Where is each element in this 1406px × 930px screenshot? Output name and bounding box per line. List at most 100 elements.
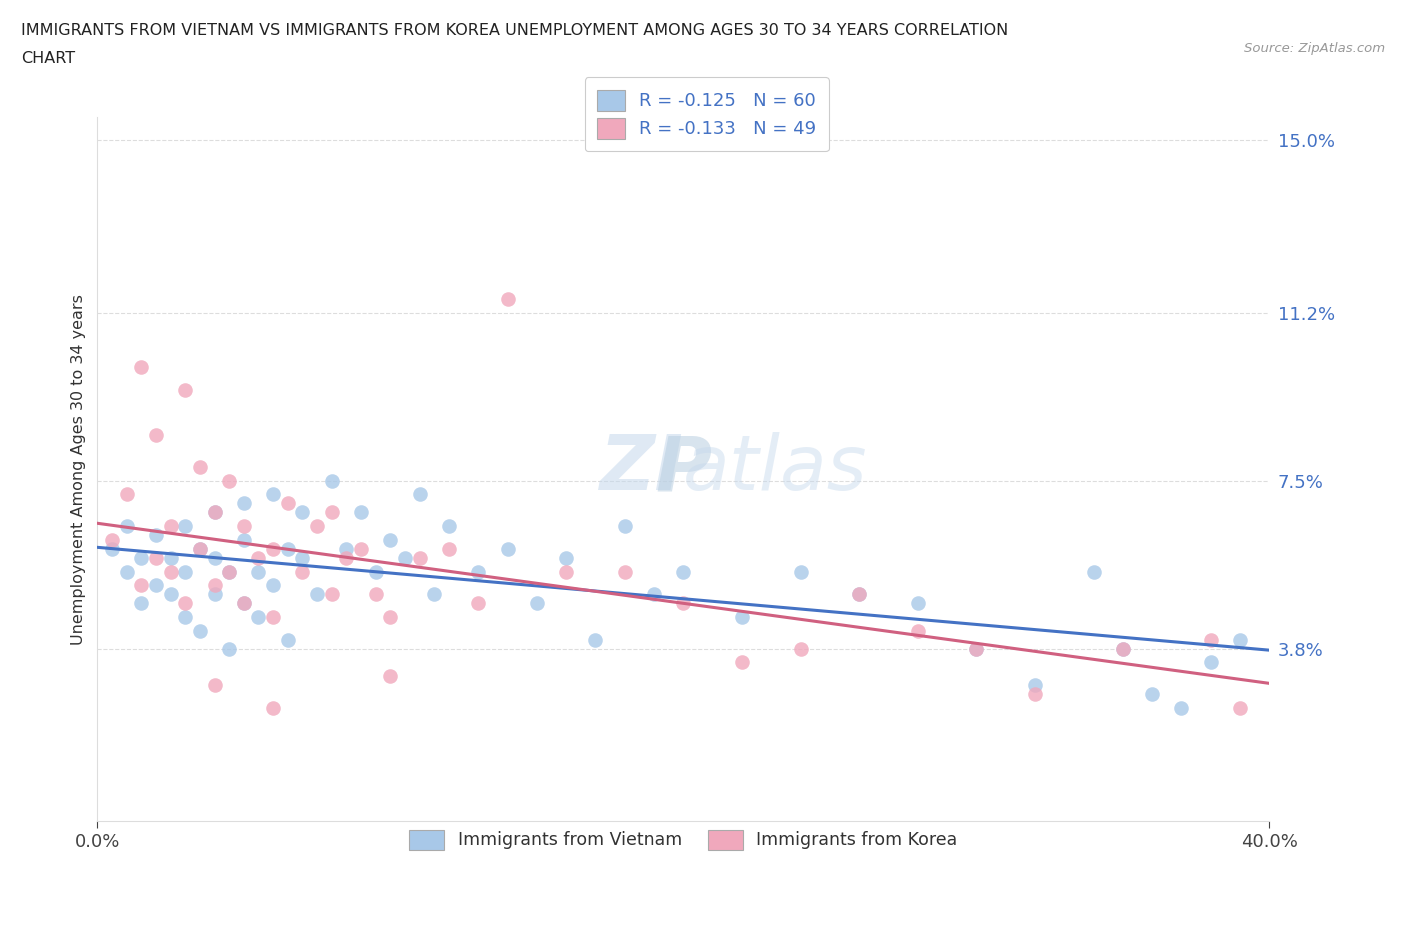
Point	[350, 541, 373, 556]
Point	[321, 587, 343, 602]
Point	[174, 382, 197, 397]
Point	[672, 565, 695, 579]
Point	[174, 565, 197, 579]
Point	[204, 505, 226, 520]
Point	[277, 541, 299, 556]
Point	[204, 505, 226, 520]
Y-axis label: Unemployment Among Ages 30 to 34 years: Unemployment Among Ages 30 to 34 years	[72, 294, 86, 644]
Point	[115, 565, 138, 579]
Point	[731, 609, 754, 624]
Point	[204, 678, 226, 693]
Point	[277, 632, 299, 647]
Point	[496, 541, 519, 556]
Point	[115, 487, 138, 502]
Point	[291, 551, 314, 565]
Point	[423, 587, 446, 602]
Point	[350, 505, 373, 520]
Point	[307, 587, 329, 602]
Point	[467, 596, 489, 611]
Point	[262, 700, 284, 715]
Point	[101, 532, 124, 547]
Point	[1199, 632, 1222, 647]
Point	[291, 505, 314, 520]
Point	[380, 532, 402, 547]
Point	[1199, 655, 1222, 670]
Point	[159, 551, 181, 565]
Point	[1024, 678, 1046, 693]
Point	[907, 623, 929, 638]
Point	[307, 519, 329, 534]
Point	[643, 587, 665, 602]
Point	[394, 551, 416, 565]
Point	[145, 551, 167, 565]
Point	[1112, 642, 1135, 657]
Point	[277, 496, 299, 511]
Point	[408, 551, 430, 565]
Point	[583, 632, 606, 647]
Point	[613, 519, 636, 534]
Point	[232, 496, 254, 511]
Point	[1112, 642, 1135, 657]
Point	[232, 596, 254, 611]
Point	[364, 587, 387, 602]
Point	[232, 596, 254, 611]
Point	[262, 541, 284, 556]
Point	[129, 551, 152, 565]
Point	[188, 541, 211, 556]
Point	[965, 642, 987, 657]
Point	[335, 541, 357, 556]
Point	[232, 532, 254, 547]
Point	[115, 519, 138, 534]
Point	[145, 428, 167, 443]
Point	[174, 609, 197, 624]
Point	[1083, 565, 1105, 579]
Text: atlas: atlas	[683, 432, 868, 506]
Point	[291, 565, 314, 579]
Point	[848, 587, 870, 602]
Point	[789, 642, 811, 657]
Point	[159, 587, 181, 602]
Point	[262, 487, 284, 502]
Point	[129, 596, 152, 611]
Point	[188, 623, 211, 638]
Point	[364, 565, 387, 579]
Point	[247, 551, 270, 565]
Point	[204, 551, 226, 565]
Point	[555, 551, 578, 565]
Point	[232, 519, 254, 534]
Point	[672, 596, 695, 611]
Legend: Immigrants from Vietnam, Immigrants from Korea: Immigrants from Vietnam, Immigrants from…	[401, 821, 966, 858]
Point	[188, 541, 211, 556]
Point	[145, 527, 167, 542]
Point	[335, 551, 357, 565]
Point	[321, 473, 343, 488]
Point	[731, 655, 754, 670]
Point	[1170, 700, 1192, 715]
Point	[321, 505, 343, 520]
Point	[204, 578, 226, 592]
Text: ZI: ZI	[599, 432, 683, 506]
Point	[526, 596, 548, 611]
Point	[204, 587, 226, 602]
Point	[218, 642, 240, 657]
Point	[159, 565, 181, 579]
Point	[174, 519, 197, 534]
Point	[218, 565, 240, 579]
Text: Source: ZipAtlas.com: Source: ZipAtlas.com	[1244, 42, 1385, 55]
Point	[496, 291, 519, 306]
Point	[174, 596, 197, 611]
Point	[467, 565, 489, 579]
Point	[613, 565, 636, 579]
Text: P: P	[655, 432, 711, 506]
Point	[247, 565, 270, 579]
Point	[218, 565, 240, 579]
Point	[1229, 632, 1251, 647]
Point	[380, 609, 402, 624]
Text: CHART: CHART	[21, 51, 75, 66]
Point	[129, 578, 152, 592]
Point	[555, 565, 578, 579]
Point	[437, 519, 460, 534]
Point	[1024, 686, 1046, 701]
Point	[262, 609, 284, 624]
Point	[129, 360, 152, 375]
